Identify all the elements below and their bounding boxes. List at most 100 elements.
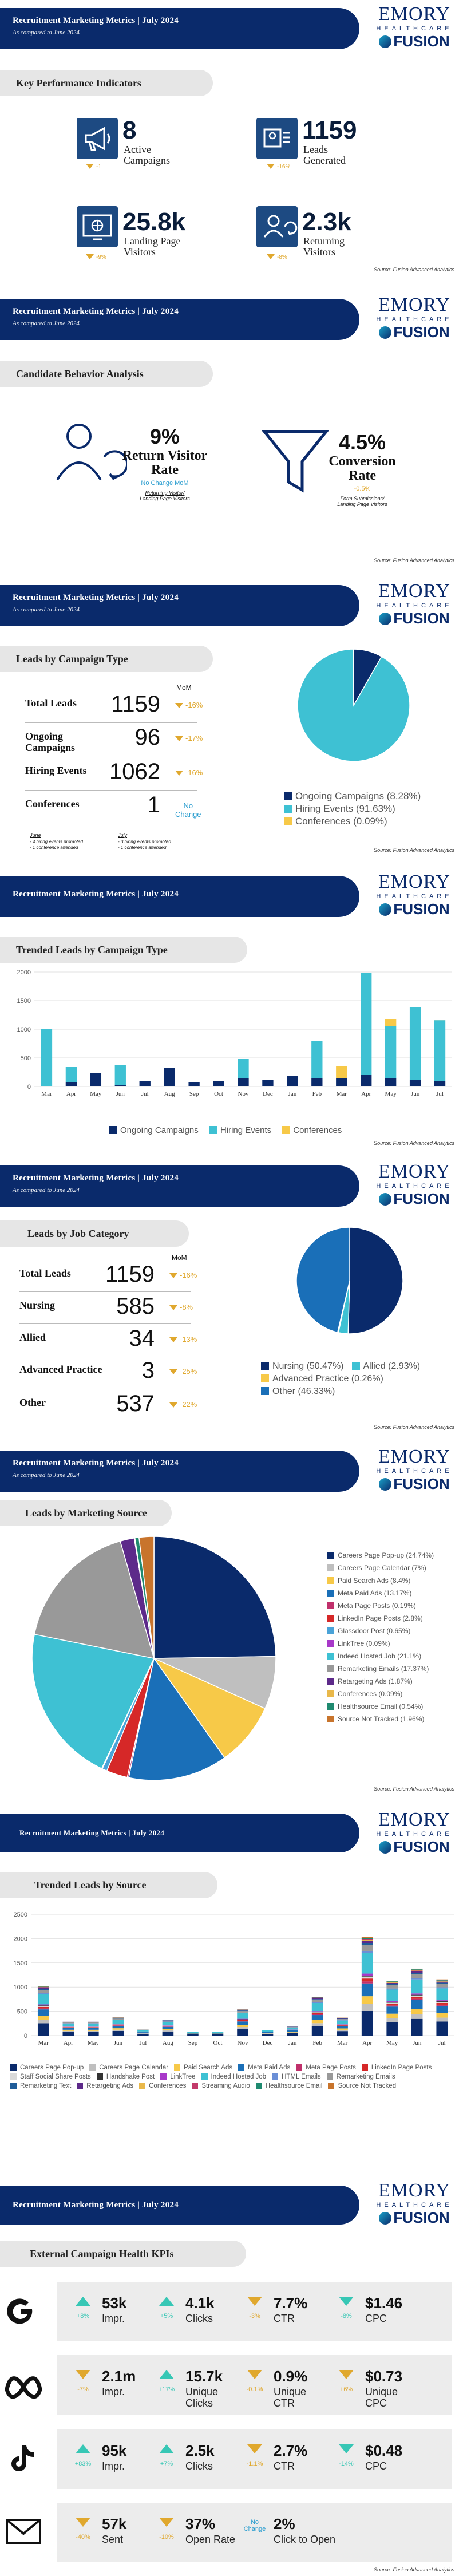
- external-kpi-value: 2.7%: [274, 2442, 308, 2459]
- bar-segment-remarketing-text: [436, 1982, 448, 1984]
- bar-segment-remarketing-emails: [237, 2011, 248, 2013]
- section-title-trended-source: Trended Leads by Source: [0, 1872, 217, 1898]
- bar-segment-retargeting-ads: [337, 2018, 348, 2019]
- source-note: Source: Fusion Advanced Analytics: [374, 2567, 454, 2573]
- bar-segment-meta-paid-ads: [137, 2032, 149, 2033]
- external-kpi-row: +8% 53k Impr. +5% 4.1k Clicks -3% 7.7% CTR -8% $1.…: [57, 2282, 452, 2341]
- bar-segment-handshake-post: [361, 1975, 373, 1977]
- emory-fusion-logo: EMORY HEALTHCARE FUSION: [374, 1162, 454, 1208]
- x-tick-label: Oct: [214, 1091, 223, 1097]
- external-kpi-label: Impr.: [102, 2460, 125, 2472]
- banner-title: Recruitment Marketing Metrics | July 202…: [13, 1174, 179, 1183]
- x-tick-label: Jun: [411, 1091, 420, 1097]
- legend-item: Retargeting Ads: [77, 2081, 133, 2091]
- banner-title: Recruitment Marketing Metrics | July 202…: [13, 2200, 179, 2210]
- external-kpi-change: +83%: [74, 2460, 92, 2467]
- x-tick-label: Jul: [438, 2040, 446, 2046]
- bar-conferences: [336, 1066, 347, 1078]
- bar-segment-careers-page-calendar: [436, 2017, 448, 2022]
- landing-page-icon: [77, 206, 118, 247]
- bar-segment-linktree: [237, 2018, 248, 2020]
- campaign-type-legend: Ongoing Campaigns (8.28%) Hiring Events …: [284, 790, 421, 828]
- bar-segment-retargeting-ads: [361, 1941, 373, 1943]
- y-tick-label: 500: [21, 1055, 31, 1062]
- fusion-icon: [379, 903, 392, 916]
- bar-segment-html-emails: [88, 2023, 99, 2024]
- bar-segment-streaming-audio: [37, 1987, 49, 1988]
- down-arrow-icon: [86, 164, 94, 169]
- bar-segment-careers-page-calendar: [62, 2030, 74, 2032]
- bar-segment-remarketing-text: [37, 1989, 49, 1990]
- bar-segment-remarketing-text: [311, 1999, 323, 2000]
- bar-segment-indeed-hosted-job: [337, 2020, 348, 2025]
- bar-segment-remarketing-emails: [287, 2026, 298, 2028]
- kpi-leads-label: Leads Generated: [303, 144, 346, 166]
- note-july-month: July: [118, 832, 128, 838]
- x-tick-label: May: [88, 2040, 100, 2046]
- external-kpi-value: 2.1m: [102, 2368, 136, 2385]
- bar-segment-meta-paid-ads: [88, 2028, 99, 2030]
- legend-item: LinkTree: [160, 2072, 196, 2081]
- kpi-leads-change: -16%: [267, 164, 290, 170]
- bar-segment-linkedin-page-posts: [386, 2004, 398, 2006]
- bar-segment-staff-social-share-posts: [311, 2012, 323, 2013]
- pie-slice-careers-page-pop-up: [153, 1536, 276, 1659]
- logo-emory: EMORY: [378, 1161, 450, 1182]
- bar-segment-handshake-post: [386, 2002, 398, 2003]
- external-kpi-cell: +6% $0.73 Unique CPC: [332, 2368, 418, 2409]
- kpi-active-campaigns-value: 8: [122, 116, 137, 144]
- bar-segment-linktree: [162, 2025, 174, 2026]
- legend-item: Careers Page Calendar (7%): [327, 1562, 434, 1574]
- bar-segment-linkedin-page-posts: [62, 2027, 74, 2028]
- legend-item: Other (46.33%): [261, 1385, 420, 1398]
- note-june: - 4 hiring events promoted - 1 conference…: [30, 839, 83, 850]
- bar-segment-paid-search-ads: [436, 2013, 448, 2018]
- legend-item: Remarketing Text: [10, 2081, 71, 2091]
- down-arrow-icon: [169, 1305, 177, 1310]
- job-row-value: 537: [116, 1391, 155, 1416]
- logo-emory: EMORY: [378, 580, 450, 602]
- emory-fusion-logo: EMORY HEALTHCARE FUSION: [374, 872, 454, 918]
- logo-fusion-text: FUSION: [393, 900, 450, 918]
- bar-segment-indeed-hosted-job: [361, 1953, 373, 1974]
- down-arrow-icon: [339, 2370, 354, 2379]
- bar-segment-linktree: [62, 2026, 74, 2027]
- down-arrow-icon: [175, 771, 183, 776]
- report-banner: Recruitment Marketing Metrics | July 202…: [0, 1451, 359, 1492]
- external-kpi-cell: +17% 15.7k Unique Clicks: [152, 2368, 238, 2409]
- legend-item: Conferences (0.09%): [327, 1688, 434, 1700]
- external-kpi-value: $0.48: [365, 2442, 403, 2459]
- x-tick-label: Aug: [163, 2040, 173, 2046]
- bar-segment-careers-page-calendar: [337, 2029, 348, 2032]
- bar-segment-indeed-hosted-job: [112, 2020, 124, 2024]
- external-kpi-cell: -40% 57k Sent: [69, 2515, 155, 2550]
- logo-fusion-text: FUSION: [393, 1190, 450, 1207]
- fusion-icon: [379, 2212, 392, 2225]
- bar-segment-streaming-audio: [361, 1939, 373, 1941]
- down-arrow-icon: [247, 2370, 262, 2379]
- tiktok-icon: [3, 2441, 49, 2478]
- bar-segment-remarketing-text: [237, 2010, 248, 2012]
- job-row-change: -16%: [169, 1271, 197, 1279]
- pie-slice-conferences: [353, 649, 354, 706]
- bar-segment-indeed-hosted-job: [88, 2023, 99, 2027]
- y-tick-label: 1000: [17, 1026, 31, 1033]
- external-kpi-value: 37%: [185, 2515, 216, 2532]
- bar-segment-meta-paid-ads: [112, 2025, 124, 2029]
- bar-segment-remarketing-emails: [411, 1974, 423, 1978]
- bar-segment-healthsource-email: [386, 1981, 398, 1982]
- external-kpi-row: +83% 95k Impr. +7% 2.5k Clicks -1.1% 2.7% CTR -14…: [57, 2429, 452, 2489]
- legend-item: Nursing (50.47%): [261, 1361, 344, 1371]
- campaign-row-label: Hiring Events: [25, 765, 87, 776]
- bar-segment-meta-paid-ads: [187, 2033, 199, 2034]
- bar-hiring-events: [311, 1041, 323, 1078]
- bar-segment-paid-search-ads: [311, 2020, 323, 2024]
- kpi-returning-visitors-value: 2.3k: [302, 208, 351, 236]
- banner-subtitle: As compared to June 2024: [13, 1472, 80, 1479]
- report-banner: Recruitment Marketing Metrics | July 202…: [0, 299, 359, 340]
- external-kpi-change: -40%: [76, 2534, 90, 2541]
- bar-ongoing-campaigns: [90, 1073, 102, 1086]
- x-tick-label: May: [385, 1091, 397, 1097]
- bar-segment-careers-page-pop-up: [411, 2018, 423, 2036]
- conversion-rate-label: Conversion Rate: [329, 454, 396, 483]
